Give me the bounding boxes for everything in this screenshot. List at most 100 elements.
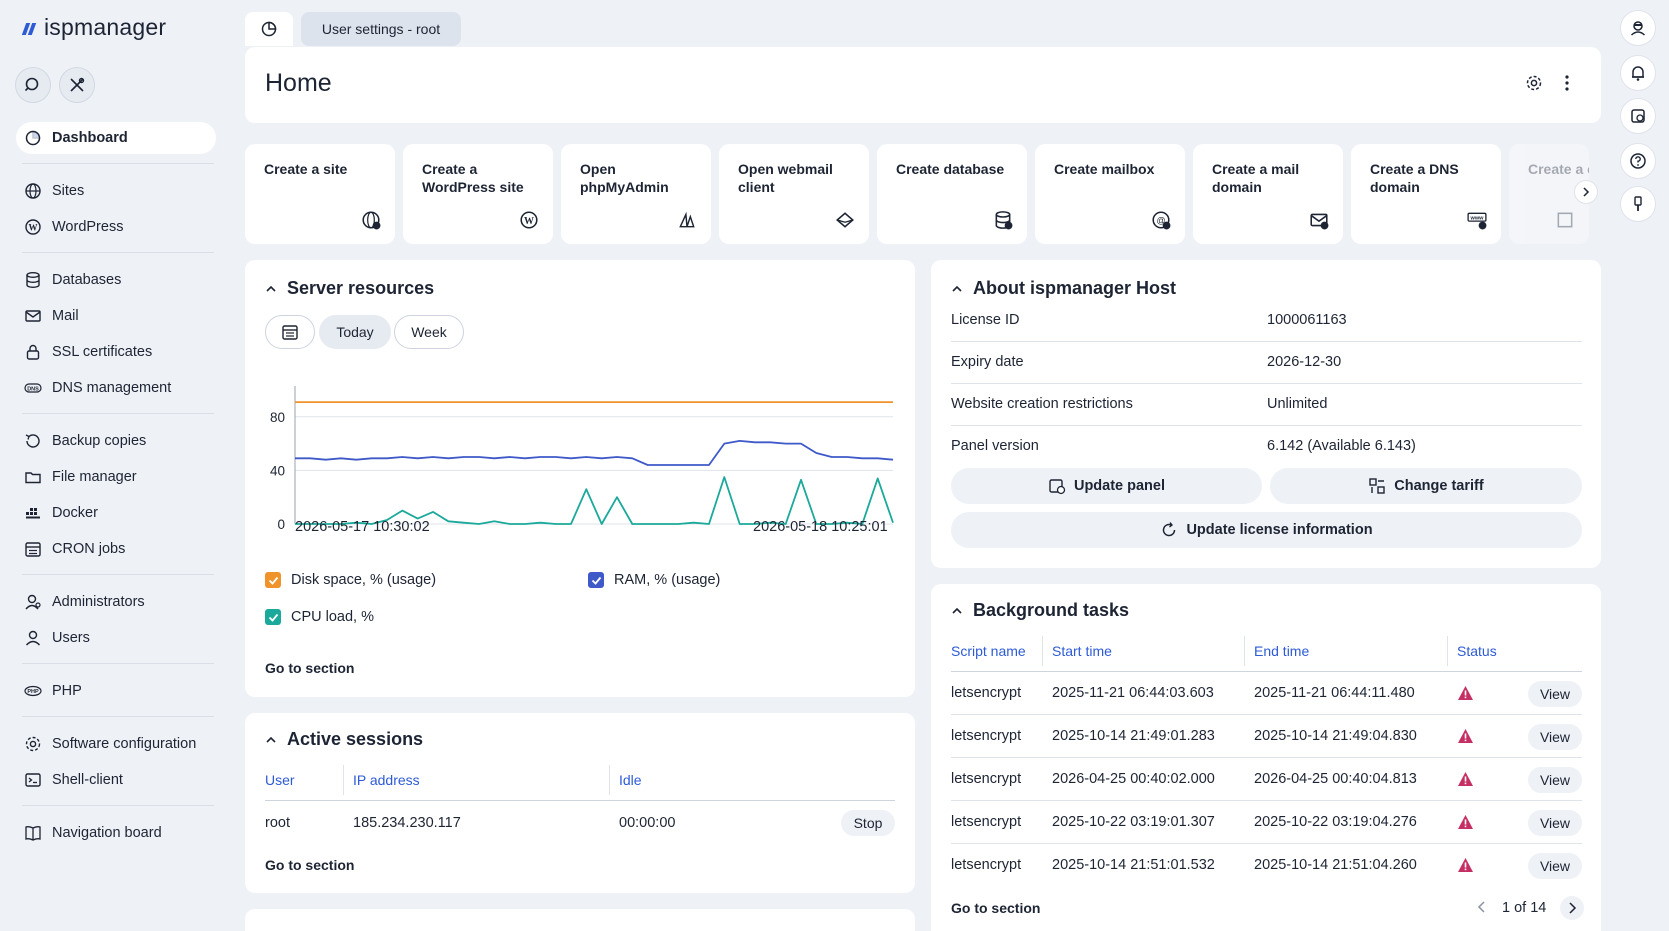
change-tariff-button[interactable]: Change tariff <box>1270 468 1582 504</box>
sidebar-item-sites[interactable]: Sites <box>16 175 216 207</box>
date-picker-button[interactable] <box>265 315 315 349</box>
legend-ram[interactable]: RAM, % (usage) <box>588 572 720 588</box>
sidebar-item-ssl-certificates[interactable]: SSL certificates <box>16 336 216 368</box>
sidebar-item-docker[interactable]: Docker <box>16 497 216 529</box>
week-filter-button[interactable]: Week <box>394 315 464 349</box>
quick-action-create-database[interactable]: Create database <box>877 144 1027 244</box>
quick-action-create-mailbox[interactable]: Create mailbox @ <box>1035 144 1185 244</box>
column-script-name[interactable]: Script name <box>951 643 1026 659</box>
theme-button[interactable] <box>1620 186 1656 222</box>
quick-action-create-a-mail-domain[interactable]: Create a mail domain <box>1193 144 1343 244</box>
more-menu-button[interactable] <box>1563 74 1571 95</box>
task-start-time: 2025-10-14 21:49:01.283 <box>1052 728 1215 744</box>
tab-user-settings[interactable]: User settings - root <box>301 12 461 46</box>
column-idle[interactable]: Idle <box>619 772 642 788</box>
pagination-next[interactable] <box>1560 896 1584 920</box>
svg-text:@: @ <box>1156 215 1165 225</box>
checkbox-ram[interactable] <box>588 572 604 588</box>
sidebar-item-dns-management[interactable]: DNS DNS management <box>16 372 216 404</box>
task-script: letsencrypt <box>951 814 1022 830</box>
update-license-button[interactable]: Update license information <box>951 512 1582 548</box>
chevron-right-icon <box>1583 187 1590 197</box>
task-end-time: 2025-10-22 03:19:04.276 <box>1254 814 1417 830</box>
quick-action-create-a-site[interactable]: Create a site <box>245 144 395 244</box>
sidebar-item-databases[interactable]: Databases <box>16 264 216 296</box>
view-task-button[interactable]: View <box>1528 724 1582 750</box>
tab-home[interactable] <box>245 12 293 46</box>
update-panel-button[interactable]: Update panel <box>951 468 1262 504</box>
server-resources-header[interactable]: Server resources <box>265 278 434 299</box>
sidebar-item-navigation-board[interactable]: Navigation board <box>16 817 216 849</box>
quick-action-create-a-dns-domain[interactable]: Create a DNS domain www <box>1351 144 1501 244</box>
quick-action-label: Create a DNS domain <box>1370 161 1459 195</box>
quick-action-create-a-cont[interactable]: Create a cont <box>1509 144 1589 244</box>
quick-actions-next-button[interactable] <box>1574 180 1598 204</box>
account-button[interactable] <box>1620 10 1656 46</box>
more-vertical-icon <box>1565 75 1569 91</box>
quick-action-open-webmail-client[interactable]: Open webmail client <box>719 144 869 244</box>
notifications-button[interactable] <box>1620 55 1656 91</box>
today-filter-button[interactable]: Today <box>319 315 391 349</box>
warning-icon <box>1457 814 1474 833</box>
column-end-time[interactable]: End time <box>1254 643 1310 659</box>
globe-plus-icon <box>361 210 381 230</box>
background-tasks-header[interactable]: Background tasks <box>951 600 1129 621</box>
task-end-time: 2025-11-21 06:44:11.480 <box>1254 685 1415 701</box>
checkbox-cpu[interactable] <box>265 609 281 625</box>
legend-disk-label: Disk space, % (usage) <box>291 572 437 588</box>
server-resources-go-to-section[interactable]: Go to section <box>265 660 355 676</box>
terminal-icon <box>24 771 42 789</box>
background-tasks-go-to-section[interactable]: Go to section <box>951 900 1041 916</box>
column-start-time[interactable]: Start time <box>1052 643 1112 659</box>
sidebar-item-label: Navigation board <box>52 825 162 841</box>
sidebar-item-label: File manager <box>52 469 137 485</box>
column-status[interactable]: Status <box>1457 643 1497 659</box>
search-button[interactable] <box>15 67 51 103</box>
column-user[interactable]: User <box>265 772 295 788</box>
pagination-prev[interactable] <box>1477 900 1487 916</box>
legend-cpu-label: CPU load, % <box>291 609 375 625</box>
sidebar-item-shell-client[interactable]: Shell-client <box>16 764 216 796</box>
help-button[interactable] <box>1620 143 1656 179</box>
sidebar-item-dashboard[interactable]: Dashboard <box>16 122 216 154</box>
active-sessions-card: Active sessions User IP address Idle roo… <box>245 713 915 893</box>
sidebar-item-php[interactable]: PHP PHP <box>16 675 216 707</box>
about-header[interactable]: About ispmanager Host <box>951 278 1176 299</box>
view-task-button[interactable]: View <box>1528 810 1582 836</box>
sidebar-item-mail[interactable]: Mail <box>16 300 216 332</box>
sidebar-item-wordpress[interactable]: W WordPress <box>16 211 216 243</box>
legend-cpu[interactable]: CPU load, % <box>265 609 374 625</box>
change-tariff-label: Change tariff <box>1394 478 1484 494</box>
column-ip-address[interactable]: IP address <box>353 772 420 788</box>
tasks-icon <box>1631 109 1645 123</box>
view-task-button[interactable]: View <box>1528 853 1582 879</box>
svg-text:DNS: DNS <box>27 386 39 392</box>
sidebar-item-label: Mail <box>52 308 79 324</box>
settings-button[interactable] <box>1525 74 1543 95</box>
legend-disk[interactable]: Disk space, % (usage) <box>265 572 436 588</box>
stop-session-button[interactable]: Stop <box>841 810 895 836</box>
app-logo[interactable]: ispmanager <box>21 14 166 41</box>
session-ip: 185.234.230.117 <box>353 815 461 831</box>
sidebar-item-backup-copies[interactable]: Backup copies <box>16 425 216 457</box>
about-title: About ispmanager Host <box>973 278 1177 298</box>
sidebar-item-software-configuration[interactable]: Software configuration <box>16 728 216 760</box>
wordpress-icon: W <box>519 210 539 230</box>
sidebar-item-file-manager[interactable]: File manager <box>16 461 216 493</box>
tasks-button[interactable] <box>1620 98 1656 134</box>
chevron-up-icon <box>952 285 962 292</box>
quick-action-open-phpmyadmin[interactable]: Open phpMyAdmin <box>561 144 711 244</box>
view-task-button[interactable]: View <box>1528 681 1582 707</box>
active-sessions-go-to-section[interactable]: Go to section <box>265 857 355 873</box>
view-task-button[interactable]: View <box>1528 767 1582 793</box>
active-sessions-header[interactable]: Active sessions <box>265 729 423 750</box>
checkbox-disk[interactable] <box>265 572 281 588</box>
sidebar-item-administrators[interactable]: Administrators <box>16 586 216 618</box>
svg-text:W: W <box>29 223 38 233</box>
sidebar-item-users[interactable]: Users <box>16 622 216 654</box>
update-panel-icon <box>1049 479 1066 495</box>
quick-action-create-a-wordpress-site[interactable]: Create a WordPress site W <box>403 144 553 244</box>
check-icon <box>268 613 278 622</box>
sidebar-item-cron-jobs[interactable]: CRON jobs <box>16 533 216 565</box>
tools-button[interactable] <box>59 67 95 103</box>
